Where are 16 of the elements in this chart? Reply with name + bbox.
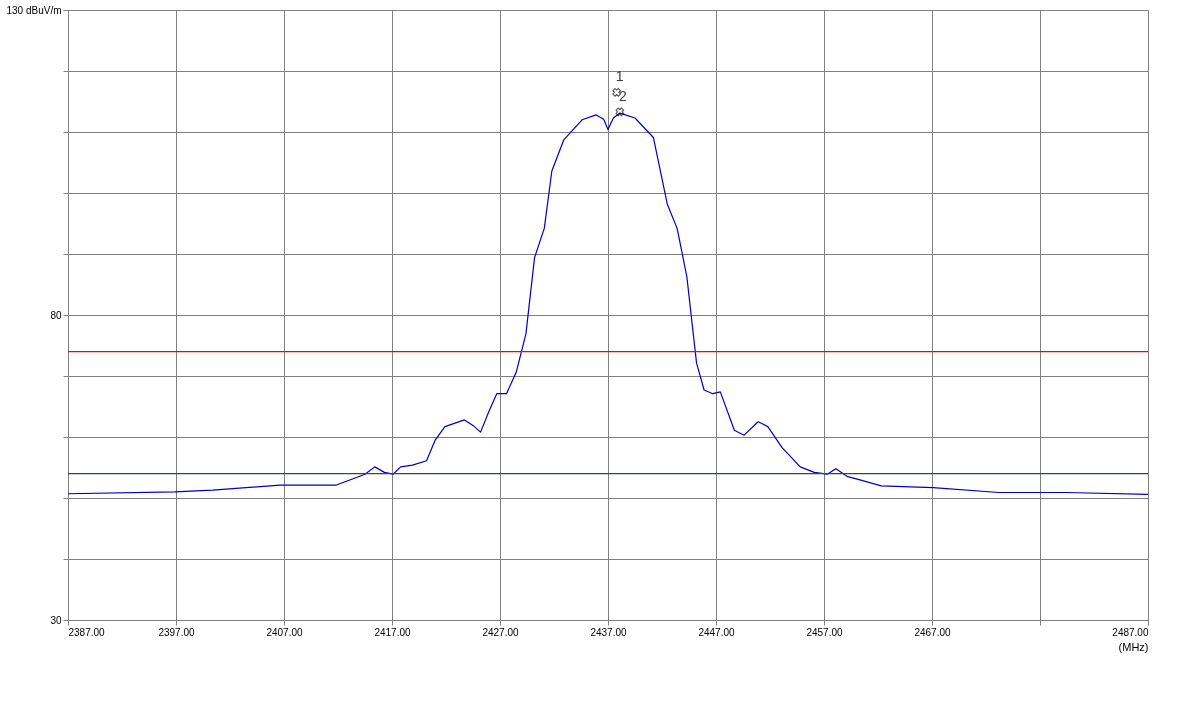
x-tick-label: 2407.00 [266, 626, 304, 638]
x-tick-label: 2447.00 [698, 626, 736, 638]
y-tick-label: 80 [50, 309, 62, 321]
x-tick-label: 2457.00 [806, 626, 844, 638]
x-axis-title: (MHz) [1118, 640, 1149, 653]
x-tick-label: 2397.00 [158, 626, 196, 638]
x-tick-label: 2467.00 [914, 626, 952, 638]
x-tick-label: 2427.00 [482, 626, 520, 638]
y-tick-label: 130 dBuV/m [6, 4, 62, 16]
x-tick-label: 2487.00 [1112, 626, 1149, 638]
x-tick-label: 2437.00 [590, 626, 628, 638]
y-tick-label: 30 [50, 614, 62, 626]
x-tick-label: 2387.00 [68, 626, 106, 638]
x-tick-label: 2417.00 [374, 626, 412, 638]
annotation: 2 [618, 87, 627, 104]
annotation: 1 [615, 68, 624, 85]
